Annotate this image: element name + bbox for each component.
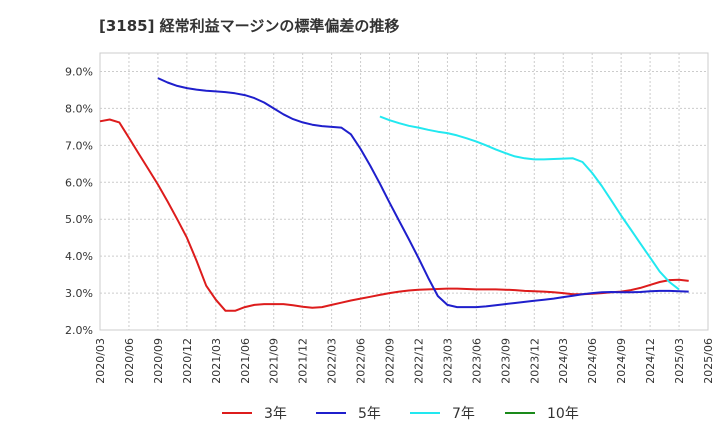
x-tick-label: 2023/06 <box>470 338 483 384</box>
legend-label: 5年 <box>358 406 381 422</box>
x-tick-label: 2024/03 <box>557 338 570 384</box>
x-tick-label: 2024/06 <box>586 338 599 384</box>
x-tick-label: 2024/09 <box>615 338 628 384</box>
x-tick-label: 2022/06 <box>355 338 368 384</box>
y-tick-label: 9.0% <box>65 65 93 78</box>
x-tick-label: 2023/09 <box>499 338 512 384</box>
y-tick-label: 2.0% <box>65 324 93 337</box>
x-tick-label: 2020/06 <box>123 338 136 384</box>
x-tick-label: 2025/03 <box>673 338 686 384</box>
x-tick-label: 2021/03 <box>210 338 223 384</box>
y-tick-label: 3.0% <box>65 287 93 300</box>
x-tick-label: 2020/12 <box>181 338 194 384</box>
x-tick-label: 2022/03 <box>326 338 339 384</box>
x-tick-label: 2025/06 <box>702 338 715 384</box>
y-tick-label: 8.0% <box>65 102 93 115</box>
legend-label: 3年 <box>264 406 287 422</box>
x-tick-label: 2023/12 <box>528 338 541 384</box>
y-tick-label: 4.0% <box>65 250 93 263</box>
x-tick-label: 2021/06 <box>239 338 252 384</box>
x-tick-label: 2021/09 <box>268 338 281 384</box>
series-line-3 <box>379 115 680 291</box>
y-tick-label: 7.0% <box>65 139 93 152</box>
x-tick-label: 2020/03 <box>94 338 107 384</box>
legend-label: 7年 <box>452 406 475 422</box>
plot-area <box>99 52 709 331</box>
x-tick-label: 2022/12 <box>412 338 425 384</box>
legend-label: 10年 <box>547 406 579 422</box>
x-tick-label: 2024/12 <box>644 338 657 384</box>
y-tick-label: 5.0% <box>65 213 93 226</box>
y-tick-label: 6.0% <box>65 176 93 189</box>
x-tick-label: 2022/09 <box>384 338 397 384</box>
chart-title: [3185] 経常利益マージンの標準偏差の推移 <box>99 17 400 35</box>
x-tick-label: 2020/09 <box>152 338 165 384</box>
x-tick-label: 2023/03 <box>441 338 454 384</box>
x-tick-label: 2021/12 <box>297 338 310 384</box>
series-line-2 <box>157 77 689 309</box>
